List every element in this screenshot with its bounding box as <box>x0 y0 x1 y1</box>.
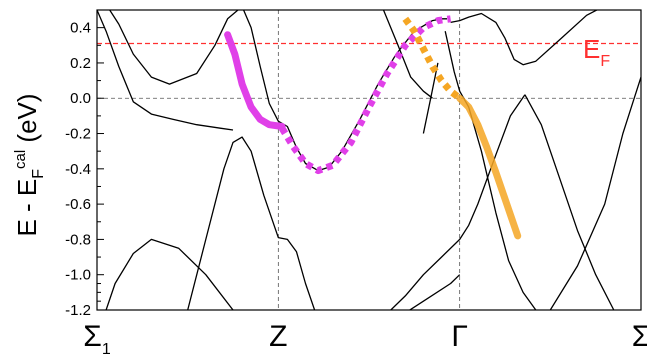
kpoint-symbol-3: Σ <box>632 320 647 353</box>
y-title-unit: (eV) <box>12 93 42 149</box>
fermi-label-sub: F <box>600 53 610 70</box>
kpoint-symbol-0: Σ <box>83 320 102 353</box>
highlighted-bands <box>224 15 522 240</box>
y-tick-label-8: -1.2 <box>65 302 91 319</box>
y-tick-label-6: -0.8 <box>65 231 91 248</box>
kpoint-symbol-2: Γ <box>451 320 468 353</box>
y-tick-label-2: 0.0 <box>70 90 91 107</box>
y-title-main: E - E <box>12 179 42 237</box>
band-8 <box>382 10 433 99</box>
axes <box>97 27 104 311</box>
highlight-solid-3 <box>456 94 522 240</box>
band-1 <box>187 136 316 310</box>
y-tick-label-5: -0.6 <box>65 196 91 213</box>
y-tick-label-7: -1.0 <box>65 267 91 284</box>
plot-frame <box>96 9 642 311</box>
kpoint-label-2: Γ <box>451 320 468 353</box>
band-4 <box>390 94 526 310</box>
axis-labels: 0.40.20.0-0.2-0.4-0.6-0.8-1.0-1.2Σ1 Z Γ ΣEF… <box>12 20 647 358</box>
band-2 <box>97 10 234 131</box>
band-lines <box>97 10 641 310</box>
band-7 <box>444 31 537 310</box>
band-10 <box>549 76 641 310</box>
kpoint-subscript-0: 1 <box>102 341 111 358</box>
band-6 <box>524 94 615 310</box>
y-title-sup: cal <box>12 150 29 169</box>
y-tick-label-1: 0.2 <box>70 55 91 72</box>
kpoint-label-1: Z <box>269 320 287 353</box>
kpoint-label-0: Σ1 <box>83 320 111 358</box>
band-0 <box>105 238 461 310</box>
band-9 <box>422 62 439 134</box>
y-tick-label-0: 0.4 <box>70 20 91 37</box>
fermi-label-main: E <box>583 34 600 64</box>
highlight-dotted-1 <box>279 15 452 175</box>
reference-lines <box>97 10 641 310</box>
band-5 <box>450 10 599 66</box>
y-axis-title: E - EFcal (eV) <box>12 93 47 236</box>
y-title-sub: F <box>30 169 47 179</box>
y-tick-label-4: -0.4 <box>65 161 91 178</box>
kpoint-symbol-1: Z <box>269 320 287 353</box>
kpoint-label-3: Σ <box>632 320 647 353</box>
fermi-level-label: EF <box>583 34 610 70</box>
highlight-dotted-2 <box>402 16 462 101</box>
y-tick-label-3: -0.2 <box>65 126 91 143</box>
highlight-solid-0 <box>224 31 286 130</box>
